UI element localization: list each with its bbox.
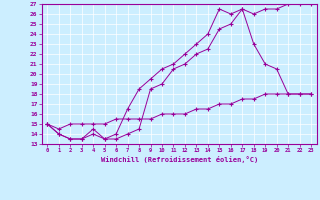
X-axis label: Windchill (Refroidissement éolien,°C): Windchill (Refroidissement éolien,°C) [100,156,258,163]
